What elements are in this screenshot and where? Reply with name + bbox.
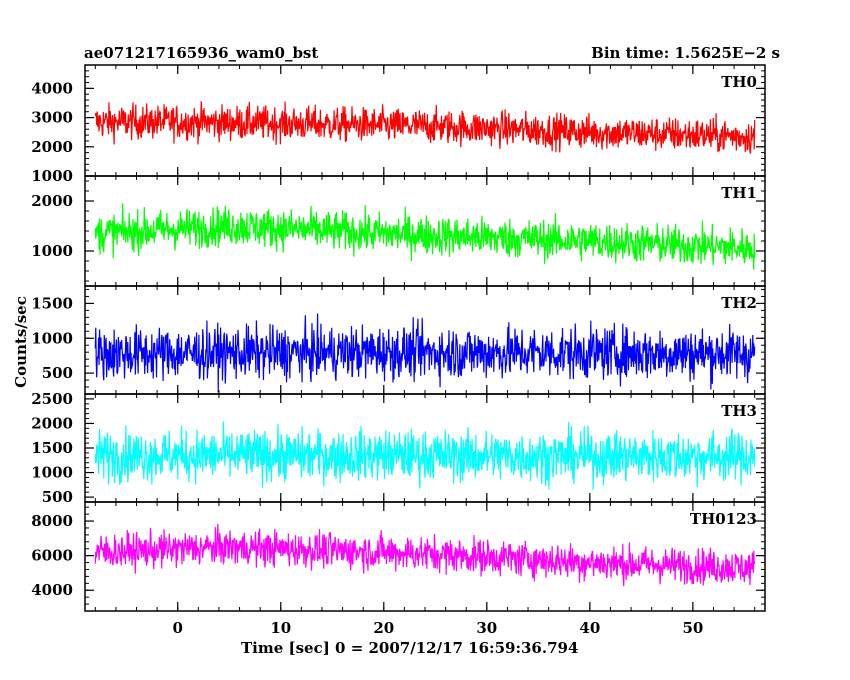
series-name-label: TH3	[721, 402, 757, 420]
y-tick-label: 8000	[31, 512, 73, 530]
x-tick-label: 50	[682, 619, 703, 637]
y-tick-label: 2000	[31, 414, 73, 432]
y-tick-label: 2000	[31, 138, 73, 156]
series-line-th0123	[94, 523, 756, 587]
y-tick-label: 1000	[31, 242, 73, 260]
y-tick-label: 1000	[31, 167, 73, 185]
x-tick-label: 0	[173, 619, 183, 637]
series-name-label: TH0123	[690, 510, 757, 528]
y-tick-label: 4000	[31, 581, 73, 599]
y-tick-label: 1000	[31, 464, 73, 482]
y-tick-label: 3000	[31, 109, 73, 127]
series-line-th1	[94, 203, 756, 270]
bin-time-label: Bin time: 1.5625E−2 s	[591, 44, 780, 62]
y-tick-label: 1000	[31, 329, 73, 347]
y-tick-label: 4000	[31, 79, 73, 97]
y-tick-label: 2500	[31, 390, 73, 408]
x-tick-label: 20	[373, 619, 394, 637]
series-line-th2	[94, 313, 756, 393]
y-tick-label: 500	[42, 488, 73, 506]
x-tick-label: 30	[476, 619, 497, 637]
y-tick-label: 6000	[31, 547, 73, 565]
y-tick-label: 500	[42, 364, 73, 382]
series-name-label: TH1	[721, 184, 757, 202]
y-tick-label: 1500	[31, 294, 73, 312]
chart-title: ae071217165936_wam0_bst	[84, 44, 319, 62]
series-line-th0	[94, 101, 756, 154]
series-name-label: TH0	[721, 73, 757, 91]
x-axis-label: Time [sec] 0 = 2007/12/17 16:59:36.794	[241, 639, 579, 657]
x-tick-label: 10	[270, 619, 291, 637]
series-line-th3	[94, 421, 756, 490]
y-tick-label: 2000	[31, 192, 73, 210]
y-tick-label: 1500	[31, 439, 73, 457]
series-name-label: TH2	[721, 294, 757, 312]
x-tick-label: 40	[579, 619, 600, 637]
y-axis-label: Counts/sec	[12, 296, 30, 388]
